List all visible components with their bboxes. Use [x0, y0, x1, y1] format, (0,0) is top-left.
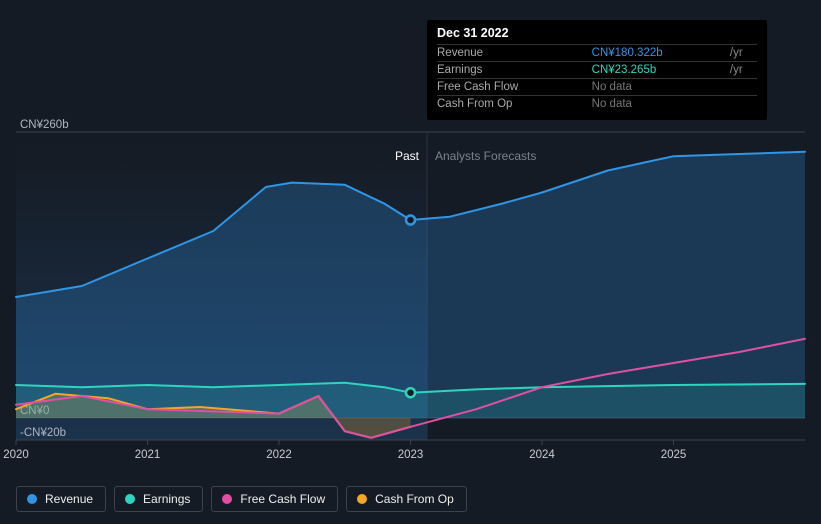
- legend-label: Earnings: [143, 492, 190, 506]
- x-tick-label: 2022: [266, 449, 292, 461]
- legend-label: Free Cash Flow: [240, 492, 325, 506]
- tooltip-row-value: No data: [592, 96, 727, 113]
- tooltip-row-value: CN¥23.265b: [592, 62, 727, 79]
- section-label-past: Past: [395, 149, 420, 163]
- x-tick-label: 2020: [3, 449, 29, 461]
- x-tick-label: 2024: [529, 449, 555, 461]
- y-tick-label: CN¥260b: [20, 119, 69, 131]
- legend-label: Cash From Op: [375, 492, 454, 506]
- legend-dot: [222, 494, 232, 504]
- tooltip-row-unit: /yr: [730, 64, 743, 76]
- marker-earnings: [406, 388, 415, 397]
- tooltip-row-value: CN¥180.322b: [592, 45, 727, 62]
- legend-dot: [27, 494, 37, 504]
- tooltip-row-value: No data: [592, 79, 727, 96]
- legend-item-cfo[interactable]: Cash From Op: [346, 486, 467, 512]
- legend-item-earnings[interactable]: Earnings: [114, 486, 203, 512]
- legend-row: Revenue Earnings Free Cash Flow Cash From O…: [16, 486, 467, 512]
- legend-item-revenue[interactable]: Revenue: [16, 486, 106, 512]
- legend-label: Revenue: [45, 492, 93, 506]
- legend-item-fcf[interactable]: Free Cash Flow: [211, 486, 338, 512]
- legend-dot: [125, 494, 135, 504]
- legend-dot: [357, 494, 367, 504]
- tooltip-date: Dec 31 2022: [437, 26, 757, 40]
- tooltip-row-label: Cash From Op: [437, 96, 592, 113]
- x-tick-label: 2023: [398, 449, 424, 461]
- section-label-forecast: Analysts Forecasts: [435, 149, 536, 163]
- marker-revenue: [406, 216, 415, 225]
- tooltip-row-unit: /yr: [730, 47, 743, 59]
- tooltip-row-label: Free Cash Flow: [437, 79, 592, 96]
- tooltip-row-label: Revenue: [437, 45, 592, 62]
- tooltip-row-label: Earnings: [437, 62, 592, 79]
- y-tick-label: -CN¥20b: [20, 427, 66, 439]
- x-tick-label: 2025: [661, 449, 687, 461]
- x-tick-label: 2021: [135, 449, 161, 461]
- chart-tooltip: Dec 31 2022 RevenueCN¥180.322b/yr Earnings…: [427, 20, 767, 120]
